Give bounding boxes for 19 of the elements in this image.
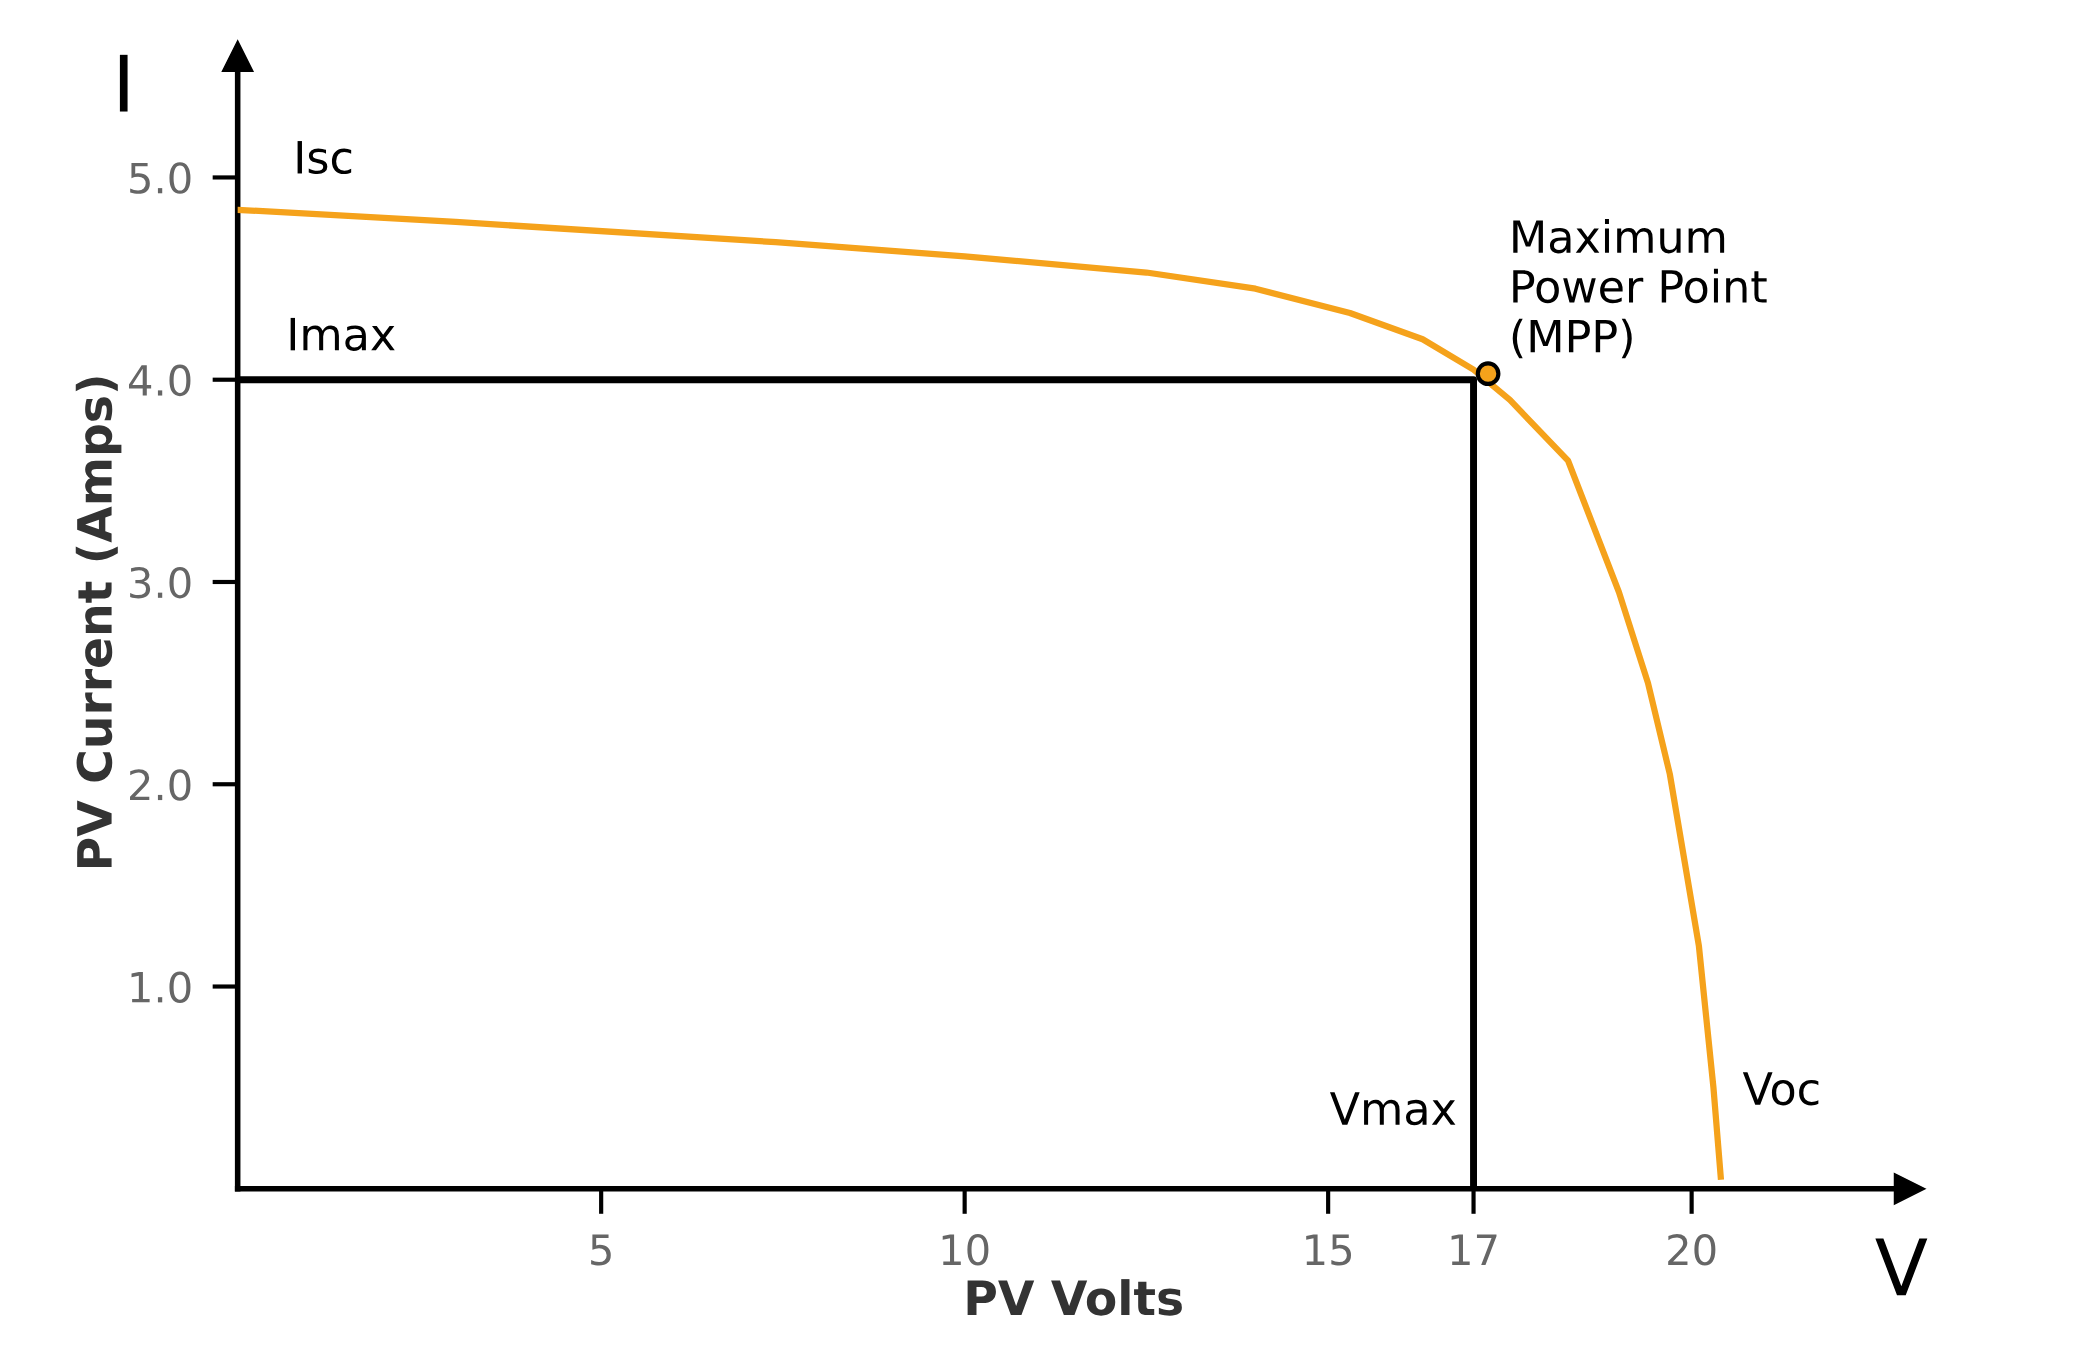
y-tick-label: 4.0 xyxy=(129,364,191,397)
x-tick-label: 20 xyxy=(1668,1233,1716,1266)
x-tick-label: 5 xyxy=(591,1234,611,1266)
y-tick-label: 3.0 xyxy=(130,566,191,599)
x-axis-title: PV Volts xyxy=(967,1279,1182,1316)
annotation: Vmax xyxy=(1329,1092,1456,1126)
y-tick-label: 5.0 xyxy=(130,162,191,194)
annotation: Isc xyxy=(297,141,352,175)
y-axis-title: PV Current (Amps) xyxy=(75,377,122,868)
annotation: Maximum Power Point (MPP) xyxy=(1512,219,1767,359)
annotation: Imax xyxy=(290,317,395,351)
text: V xyxy=(1875,1238,1928,1296)
annotation: Voc xyxy=(1742,1072,1819,1106)
y-tick-label: 2.0 xyxy=(130,769,191,801)
y-tick-label: 1.0 xyxy=(131,971,191,1003)
x-tick-label: 10 xyxy=(942,1233,989,1266)
x-tick-label: 15 xyxy=(1306,1234,1352,1266)
x-tick-label: 17 xyxy=(1451,1234,1497,1265)
text: I xyxy=(119,54,128,112)
